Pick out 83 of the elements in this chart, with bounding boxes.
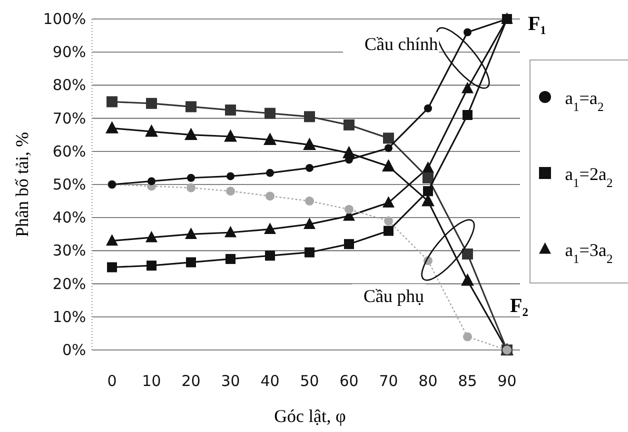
x-tick-label: 90	[497, 372, 517, 390]
point	[344, 239, 354, 250]
point	[224, 226, 236, 238]
x-tick-label: 0	[107, 372, 117, 390]
point	[463, 332, 472, 342]
y-tick-label: 60%	[52, 142, 86, 160]
text: F₁	[528, 13, 546, 35]
point	[145, 124, 158, 137]
point	[383, 132, 394, 144]
annotation: Cầu chính	[364, 34, 438, 54]
point	[226, 172, 234, 180]
point	[306, 164, 314, 172]
point	[423, 186, 433, 196]
annotation: Cầu phụ	[364, 286, 424, 306]
x-axis-title: Góc lật, φ	[274, 406, 346, 426]
point	[422, 172, 434, 184]
legend-label: a$_{1}$=2a$_{2}$	[565, 164, 613, 190]
point	[462, 248, 473, 260]
x-tick-label: 20	[181, 372, 201, 390]
point	[106, 96, 118, 108]
y-tick-label: 20%	[52, 274, 86, 293]
point	[186, 183, 196, 192]
point	[184, 128, 198, 140]
point	[304, 111, 315, 122]
x-tick-label: 10	[142, 372, 162, 390]
point	[224, 129, 237, 142]
point	[264, 108, 276, 119]
x-tick-label: 80	[418, 372, 438, 390]
legend-label: a$_{1}$=a$_{2}$	[565, 88, 604, 114]
x-tick-label: 30	[220, 372, 240, 390]
point	[461, 273, 474, 286]
point	[384, 226, 394, 236]
y-tick-label: 0%	[62, 341, 86, 359]
point	[265, 250, 275, 261]
point	[186, 257, 196, 268]
point	[225, 104, 236, 116]
point	[384, 216, 393, 226]
point	[186, 101, 196, 112]
x-tick-label: 60	[339, 372, 359, 390]
point	[304, 218, 316, 230]
point	[185, 228, 197, 239]
point	[382, 196, 394, 208]
point	[384, 144, 392, 152]
point	[106, 234, 118, 246]
point	[382, 159, 395, 172]
point	[226, 254, 236, 264]
point	[146, 260, 156, 271]
point	[422, 161, 434, 173]
y-tick-label: 100%	[43, 10, 86, 28]
point	[187, 174, 195, 182]
x-tick-label: 40	[260, 372, 280, 390]
point	[107, 262, 117, 272]
point	[304, 247, 314, 258]
y-axis-title: Phân bố tải, %	[12, 132, 32, 237]
point	[264, 132, 276, 146]
annotation: F₂	[510, 295, 528, 317]
point	[303, 138, 316, 150]
point	[344, 119, 354, 130]
y-tick-label: 50%	[52, 176, 86, 194]
point	[264, 222, 276, 234]
legend-label: a$_{1}$=3a$_{2}$	[565, 240, 613, 266]
point	[464, 28, 472, 36]
x-tick-label: 50	[300, 372, 320, 390]
point	[462, 110, 472, 120]
y-tick-label: 30%	[52, 242, 86, 260]
y-tick-label: 80%	[52, 76, 86, 94]
y-tick-label: 90%	[52, 43, 86, 62]
y-tick-label: 70%	[52, 109, 86, 128]
point	[266, 192, 274, 201]
x-tick-label: 70	[378, 372, 398, 390]
point	[424, 104, 432, 112]
point	[146, 230, 158, 242]
point	[146, 98, 157, 109]
point	[226, 186, 235, 196]
x-tick-label: 85	[458, 372, 478, 390]
point	[148, 177, 156, 186]
point	[266, 168, 274, 177]
point	[344, 204, 354, 214]
point	[305, 196, 314, 206]
y-tick-label: 10%	[52, 308, 86, 326]
y-tick-label: 40%	[52, 208, 86, 227]
point	[106, 121, 118, 134]
point	[462, 82, 474, 94]
